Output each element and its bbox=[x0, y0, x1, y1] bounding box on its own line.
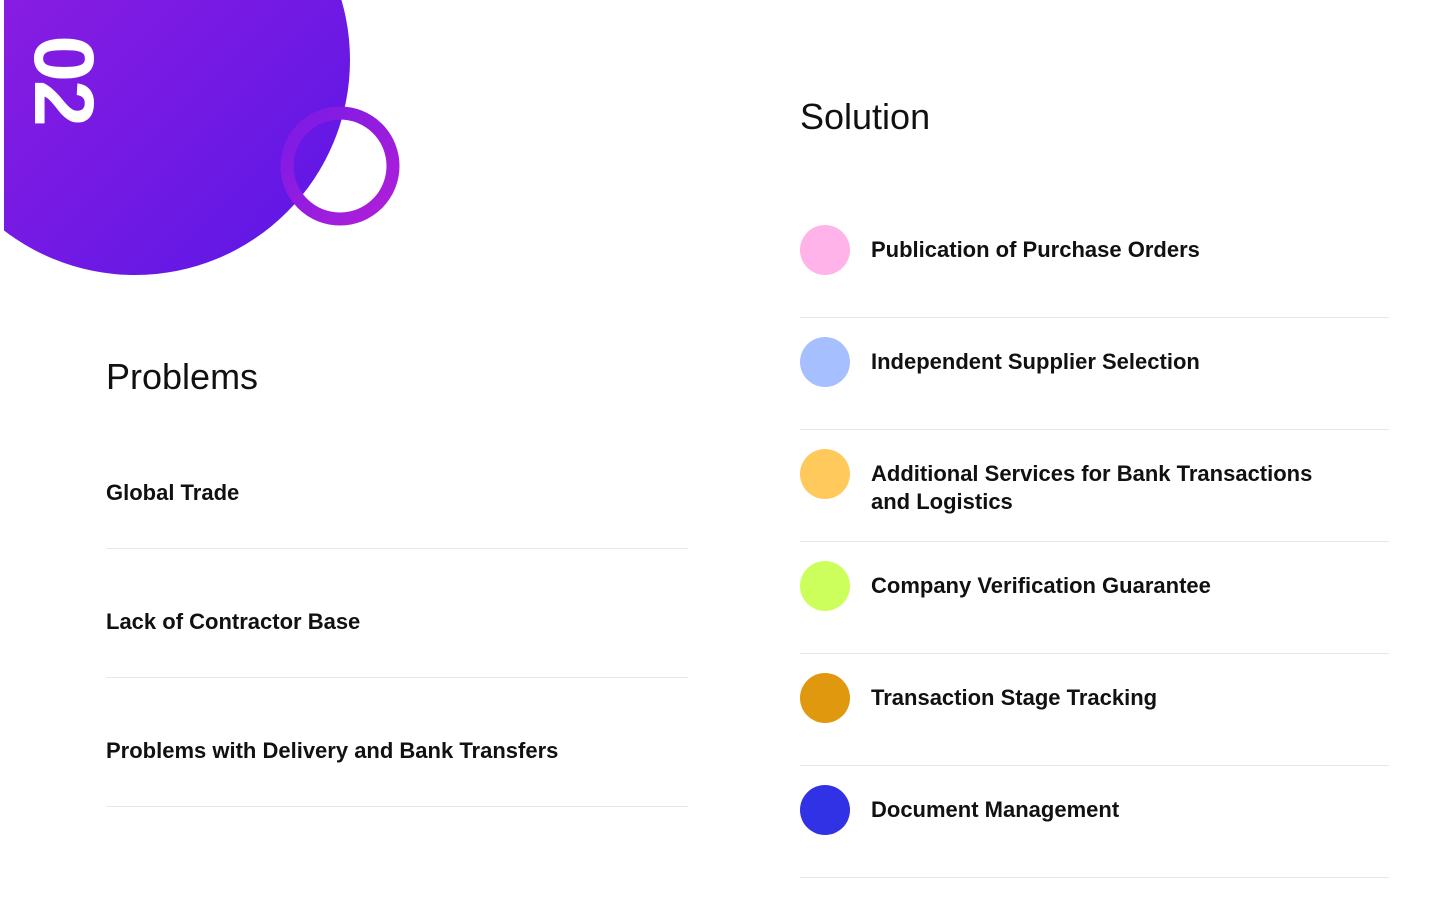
bullet-dot bbox=[800, 673, 850, 723]
solution-title: Solution bbox=[800, 96, 931, 137]
divider bbox=[800, 429, 1389, 430]
badge-wrap: 02 bbox=[17, 20, 111, 144]
badge-number: 02 bbox=[17, 35, 111, 125]
divider bbox=[800, 653, 1389, 654]
bullet-dot bbox=[800, 449, 850, 499]
badge-ring bbox=[280, 106, 400, 226]
problem-item: Lack of Contractor Base bbox=[106, 609, 361, 634]
divider bbox=[106, 677, 688, 678]
solution-item: Company Verification Guarantee bbox=[871, 573, 1211, 598]
bullet-dot bbox=[800, 785, 850, 835]
solution-item: Independent Supplier Selection bbox=[871, 349, 1200, 374]
badge-graphic bbox=[4, 0, 400, 275]
divider bbox=[800, 317, 1389, 318]
divider bbox=[800, 877, 1389, 878]
divider bbox=[106, 806, 688, 807]
bullet-dot bbox=[800, 337, 850, 387]
divider bbox=[800, 765, 1389, 766]
problem-item: Problems with Delivery and Bank Transfer… bbox=[106, 738, 559, 763]
solution-item: Transaction Stage Tracking bbox=[871, 685, 1158, 710]
divider bbox=[800, 541, 1389, 542]
solution-item: Additional Services for Bank Transaction… bbox=[871, 461, 1313, 514]
problems-title: Problems bbox=[106, 356, 259, 397]
badge-area: 02 bbox=[4, 0, 424, 300]
bullet-dot bbox=[800, 561, 850, 611]
problem-item: Global Trade bbox=[106, 480, 240, 505]
solution-item: Document Management bbox=[871, 797, 1120, 822]
divider bbox=[106, 548, 688, 549]
badge-circle bbox=[4, 0, 350, 275]
solution-item: Publication of Purchase Orders bbox=[871, 237, 1200, 262]
bullet-dot bbox=[800, 225, 850, 275]
